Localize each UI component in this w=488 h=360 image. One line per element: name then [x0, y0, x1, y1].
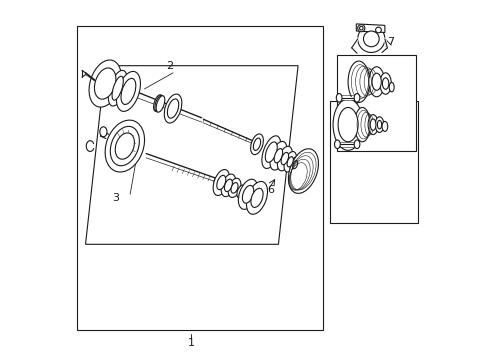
Ellipse shape — [337, 108, 357, 142]
Ellipse shape — [292, 161, 297, 169]
Ellipse shape — [371, 73, 381, 90]
Ellipse shape — [288, 149, 318, 193]
Text: 7: 7 — [386, 37, 394, 48]
Ellipse shape — [246, 181, 267, 214]
Ellipse shape — [353, 94, 359, 102]
Ellipse shape — [108, 70, 127, 106]
Ellipse shape — [89, 60, 121, 107]
Ellipse shape — [230, 183, 238, 193]
Ellipse shape — [357, 25, 384, 53]
Polygon shape — [85, 66, 298, 244]
Ellipse shape — [367, 114, 377, 135]
Ellipse shape — [286, 157, 293, 167]
Ellipse shape — [357, 24, 364, 32]
Ellipse shape — [369, 119, 375, 130]
Ellipse shape — [269, 141, 286, 170]
Ellipse shape — [265, 142, 277, 162]
Ellipse shape — [359, 26, 363, 30]
Bar — [329, 102, 417, 223]
Ellipse shape — [253, 138, 260, 150]
Ellipse shape — [228, 178, 241, 197]
Ellipse shape — [224, 179, 232, 192]
Ellipse shape — [377, 120, 381, 129]
Ellipse shape — [332, 99, 363, 150]
Ellipse shape — [167, 99, 178, 118]
Ellipse shape — [153, 95, 162, 111]
Ellipse shape — [94, 68, 116, 99]
Ellipse shape — [250, 134, 263, 155]
Ellipse shape — [381, 121, 387, 131]
Ellipse shape — [274, 149, 282, 163]
Ellipse shape — [237, 185, 246, 199]
Ellipse shape — [112, 76, 123, 100]
Ellipse shape — [382, 78, 388, 89]
Ellipse shape — [374, 117, 383, 132]
Ellipse shape — [290, 157, 300, 173]
Ellipse shape — [155, 95, 163, 112]
Ellipse shape — [334, 140, 340, 149]
Ellipse shape — [156, 96, 164, 112]
Ellipse shape — [363, 31, 378, 47]
Ellipse shape — [336, 94, 341, 102]
Ellipse shape — [213, 170, 229, 195]
Bar — [337, 55, 415, 152]
Ellipse shape — [262, 136, 280, 168]
Polygon shape — [356, 24, 384, 32]
Ellipse shape — [277, 146, 292, 171]
Ellipse shape — [115, 133, 134, 159]
Text: 2: 2 — [165, 61, 173, 71]
Ellipse shape — [368, 67, 384, 97]
Ellipse shape — [105, 120, 144, 172]
Ellipse shape — [375, 27, 381, 33]
Text: 6: 6 — [266, 185, 273, 195]
Ellipse shape — [221, 174, 235, 197]
Ellipse shape — [354, 108, 369, 142]
Ellipse shape — [242, 185, 253, 203]
Ellipse shape — [250, 188, 263, 207]
Text: 5: 5 — [353, 136, 360, 146]
Ellipse shape — [121, 78, 136, 104]
Ellipse shape — [238, 179, 257, 210]
Ellipse shape — [110, 126, 139, 166]
Bar — [77, 26, 323, 330]
Ellipse shape — [100, 127, 107, 137]
Text: 4: 4 — [353, 89, 360, 99]
Ellipse shape — [284, 152, 296, 172]
Ellipse shape — [281, 152, 288, 165]
Text: 3: 3 — [112, 193, 119, 203]
Ellipse shape — [164, 94, 182, 123]
Text: 1: 1 — [187, 338, 194, 347]
Ellipse shape — [353, 140, 359, 149]
Ellipse shape — [347, 61, 369, 103]
Ellipse shape — [116, 71, 140, 111]
Ellipse shape — [216, 175, 225, 190]
Ellipse shape — [388, 82, 393, 92]
Ellipse shape — [379, 73, 390, 94]
